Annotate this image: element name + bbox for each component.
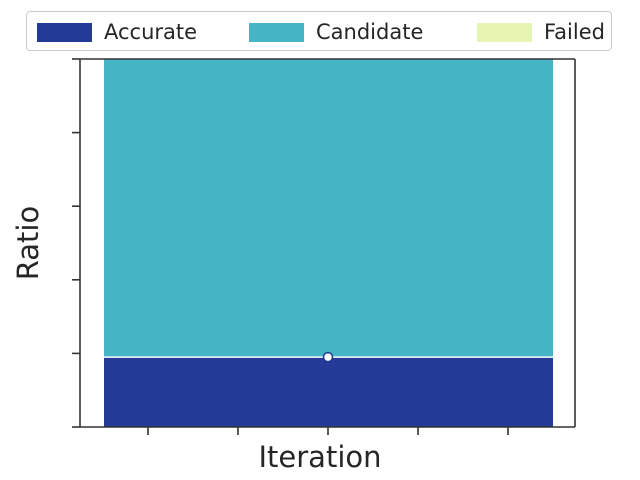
legend-swatch-accurate: [37, 22, 92, 42]
plot-area: [72, 58, 576, 435]
legend-label-accurate: Accurate: [104, 20, 198, 44]
legend-label-candidate: Candidate: [316, 20, 424, 44]
data-point-marker: [322, 351, 334, 363]
legend-swatch-candidate: [249, 22, 304, 42]
stack-segment-candidate: [104, 59, 553, 358]
stack-segment-accurate: [104, 357, 553, 427]
legend-label-failed: Failed: [544, 20, 605, 44]
legend-swatch-failed: [477, 22, 532, 42]
legend-item-candidate: Candidate: [249, 12, 423, 52]
legend-item-accurate: Accurate: [37, 12, 197, 52]
x-axis-label: Iteration: [258, 440, 381, 474]
legend-item-failed: Failed: [477, 12, 605, 52]
legend: Accurate Candidate Failed: [26, 11, 612, 51]
y-axis-label: Ratio: [11, 206, 45, 280]
